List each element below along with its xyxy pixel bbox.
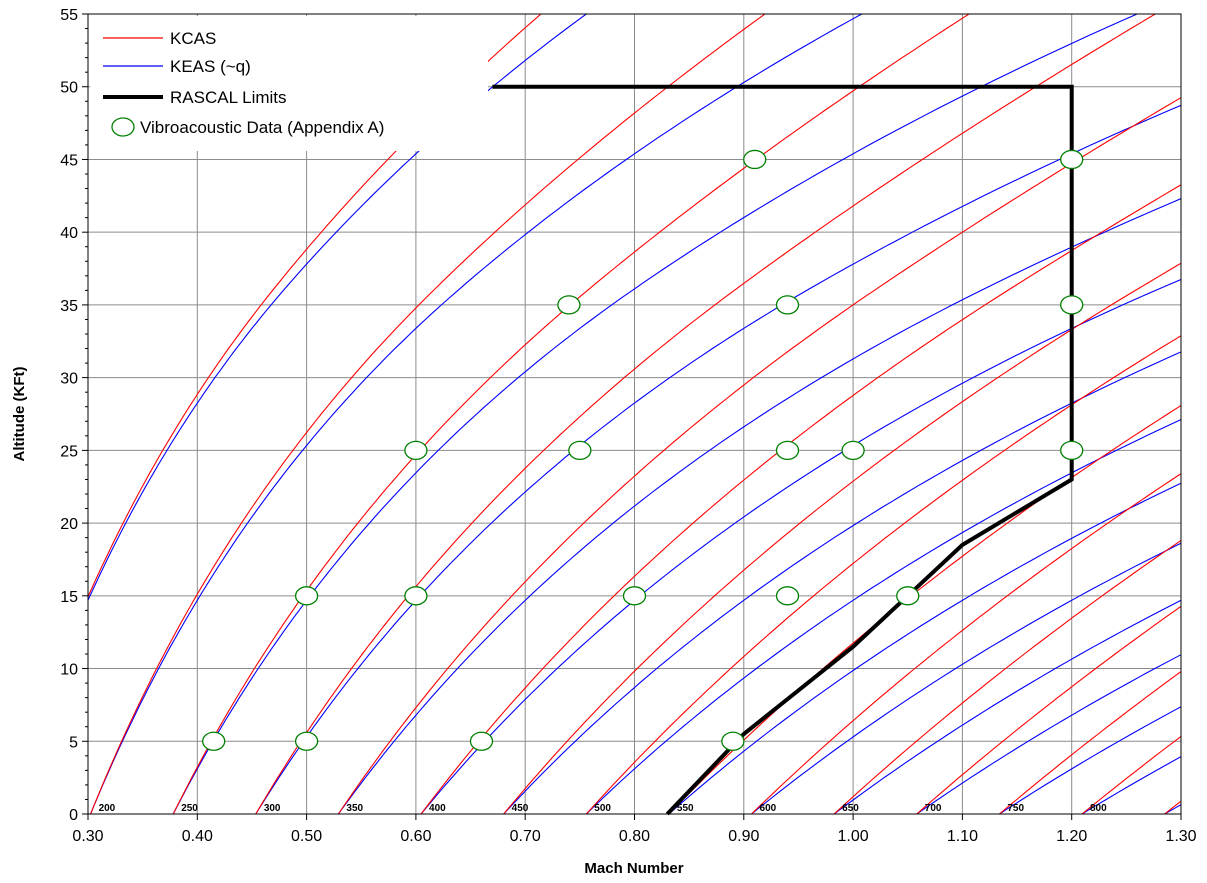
vibroacoustic-data-point (469, 731, 494, 751)
keas-curve (833, 599, 1181, 814)
speed-label: 450 (512, 803, 529, 814)
keas-curve (585, 419, 1181, 814)
speed-label: 800 (1090, 803, 1107, 814)
kcas-curve (999, 670, 1181, 814)
x-tick-label: 1.10 (947, 828, 978, 845)
legend-kcas-label: KCAS (170, 29, 216, 48)
vibroacoustic-data-point (743, 149, 767, 170)
speed-label: 200 (99, 803, 116, 814)
legend-data-marker (111, 117, 135, 137)
vibroacoustic-data-point (775, 586, 800, 606)
keas-curve (503, 351, 1181, 814)
speed-label: 600 (760, 803, 777, 814)
speed-label: 750 (1007, 803, 1024, 814)
keas-curve (420, 278, 1181, 814)
y-tick-label: 30 (60, 371, 78, 388)
x-tick-label: 0.90 (728, 828, 759, 845)
vibroacoustic-data-point (896, 586, 920, 606)
y-tick-label: 0 (69, 807, 78, 824)
keas-curve (916, 654, 1181, 814)
vibroacoustic-data-point (1060, 295, 1084, 315)
x-tick-label: 0.80 (619, 828, 650, 845)
kcas-curve (337, 96, 1181, 814)
y-tick-label: 5 (69, 734, 78, 751)
keas-curve (751, 542, 1181, 814)
speed-label: 250 (181, 803, 198, 814)
x-axis-title: Mach Number (584, 860, 683, 877)
legend-data-label: Vibroacoustic Data (Appendix A) (140, 118, 384, 137)
y-tick-label: 10 (60, 662, 78, 679)
kcas-curve (585, 335, 1181, 814)
y-axis-title: Altitude (KFt) (11, 367, 28, 462)
kcas-curve (255, 14, 1157, 814)
keas-curve (337, 198, 1181, 814)
y-tick-label: 55 (60, 7, 78, 24)
y-tick-label: 40 (60, 225, 78, 242)
speed-label: 650 (842, 803, 859, 814)
y-tick-label: 15 (60, 589, 78, 606)
vibroacoustic-data-point (775, 295, 800, 315)
vibroacoustic-data-point (721, 731, 745, 751)
speed-curves (88, 14, 1181, 814)
x-tick-label: 0.50 (291, 828, 322, 845)
legend-keas-label: KEAS (~q) (170, 57, 251, 76)
x-tick-label: 1.00 (838, 828, 869, 845)
vibroacoustic-data-point (202, 731, 226, 751)
keas-curve (668, 482, 1181, 814)
speed-label: 550 (677, 803, 694, 814)
x-tick-label: 0.70 (510, 828, 541, 845)
x-tick-label: 0.30 (72, 828, 103, 845)
x-tick-label: 1.20 (1056, 828, 1087, 845)
kcas-curve (833, 539, 1181, 814)
speed-label: 300 (264, 803, 281, 814)
vibroacoustic-data-point (294, 586, 319, 606)
speed-label: 500 (594, 803, 611, 814)
y-tick-label: 35 (60, 298, 78, 315)
kcas-curve (751, 473, 1181, 814)
speed-labels: 200 250 300 350 400 450 500 550 600 650 700 750 800 (99, 803, 1108, 814)
vibroacoustic-data-point (568, 440, 592, 461)
legend-limits-label: RASCAL Limits (170, 88, 287, 107)
vibroacoustic-data-point (622, 586, 647, 606)
kcas-curve (916, 605, 1181, 814)
axis-ticks: 0.30 0.40 0.50 0.60 0.70 0.80 0.90 1.00 1.10 1.20… (60, 7, 1196, 845)
keas-curve (255, 104, 1181, 814)
x-tick-label: 0.40 (182, 828, 213, 845)
kcas-curve (90, 14, 766, 814)
y-tick-label: 25 (60, 443, 78, 460)
vibroacoustic-data-point (404, 440, 428, 461)
speed-label: 350 (346, 803, 363, 814)
vibroacoustic-data-point (1060, 440, 1084, 461)
y-tick-label: 45 (60, 152, 78, 169)
keas-curve (172, 14, 1139, 814)
vibroacoustic-data-point (404, 586, 428, 606)
vibroacoustic-data-point (294, 731, 319, 751)
vibroacoustic-data-point (841, 440, 865, 461)
vibroacoustic-data-point (557, 295, 581, 315)
y-tick-label: 50 (60, 80, 78, 97)
vibroacoustic-data-point (1060, 149, 1084, 170)
legend: KCAS KEAS (~q) RASCAL Limits Vibroacoust… (90, 16, 488, 151)
keas-curve (90, 14, 863, 814)
kcas-curve (420, 184, 1181, 814)
vibroacoustic-data-point (775, 440, 800, 461)
y-tick-label: 20 (60, 516, 78, 533)
kcas-curve (503, 262, 1181, 814)
speed-label: 400 (429, 803, 446, 814)
speed-label: 700 (925, 803, 942, 814)
x-tick-label: 1.30 (1165, 828, 1196, 845)
x-tick-label: 0.60 (400, 828, 431, 845)
vibroacoustic-points (202, 149, 1084, 751)
kcas-curve (172, 14, 971, 814)
